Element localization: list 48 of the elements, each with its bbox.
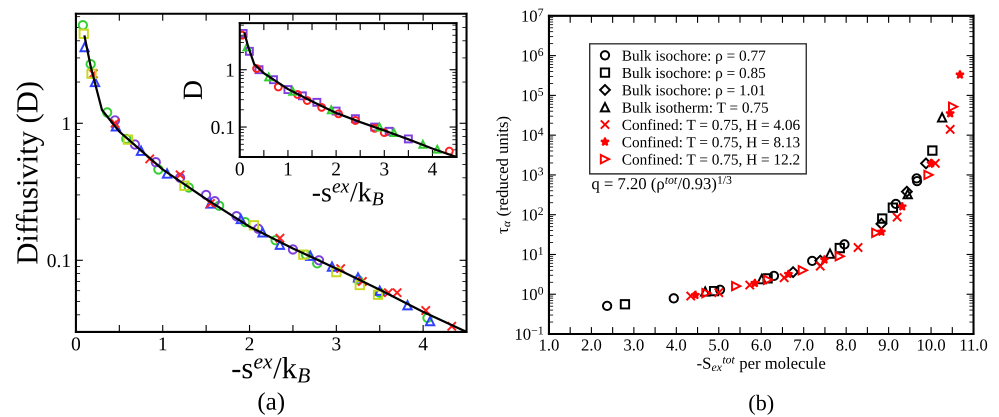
x-tick-label: 4 (418, 337, 428, 350)
x-tick-label: 1 (284, 162, 292, 176)
x-tick-label: 7.0 (794, 339, 814, 351)
x-tick-label: 4.0 (666, 339, 686, 351)
x-tick-label: 0 (236, 162, 244, 176)
y-axis-title: D (184, 81, 202, 100)
x-tick-label: 1.0 (540, 339, 559, 351)
annotation: q = 7.20 (ρ$^{tot}$/0.93)$^{1/3}$ (592, 176, 732, 193)
x-tick-label: 3 (380, 162, 388, 176)
x-tick-label: 9.0 (878, 339, 898, 351)
x-tick-label: 4 (428, 162, 438, 176)
y-tick-label: 10$^{3}$ (522, 168, 544, 181)
y-tick-label: 10$^{2}$ (522, 207, 543, 221)
legend-label: Bulk isochore: ρ = 1.01 (622, 84, 765, 99)
legend-label: Bulk isochore: ρ = 0.85 (622, 67, 766, 82)
y-tick-label: 10$^{4}$ (522, 128, 544, 141)
x-tick-label: 10.0 (918, 339, 946, 351)
legend-label: Confined: T = 0.75, H = 8.13 (622, 136, 800, 150)
y-tick-label: 0.1 (48, 254, 70, 268)
y-tick-label: 10$^{7}$ (522, 8, 544, 22)
legend-label: Confined: T = 0.75, H = 12.2 (622, 154, 800, 167)
x-tick-label: 6.0 (752, 339, 772, 351)
y-tick-label: 10$^{−1}$ (516, 326, 543, 340)
x-tick-label: 2.0 (582, 339, 602, 351)
y-tick-label: 10$^{1}$ (522, 247, 543, 260)
x-tick-label: 11.0 (960, 339, 988, 351)
x-axis-title: -s$^{ex}$/k$_{B}$ (312, 182, 384, 206)
x-axis-title: -S$_{ex}$$^{tot}$ per molecule (697, 356, 826, 372)
legend-label: Confined: T = 0.75, H = 4.06 (622, 119, 800, 132)
y-tick-label: 10$^{5}$ (522, 88, 544, 102)
y-axis-title: Diffusivity (D) (16, 82, 44, 264)
y-tick-label: 0.1 (211, 120, 234, 134)
x-tick-label: 3 (332, 337, 340, 350)
text: (a) (258, 392, 284, 415)
x-tick-label: 1 (160, 337, 166, 350)
legend-label: Bulk isochore: ρ = 0.77 (622, 50, 766, 64)
x-tick-label: 0 (72, 337, 80, 350)
text: (b) (749, 394, 774, 415)
y-tick-label: 10$^{0}$ (522, 286, 544, 300)
legend-label: Bulk isotherm: T = 0.75 (622, 102, 768, 113)
x-tick-label: 3.0 (624, 339, 644, 351)
x-tick-label: 5.0 (709, 339, 729, 351)
x-tick-label: 8.0 (836, 339, 856, 351)
x-tick-label: 2 (332, 162, 340, 176)
x-axis-title: -s$^{ex}$/k$_{B}$ (232, 357, 310, 382)
y-axis-title: τ$_{α}$ (reduced units) (496, 116, 512, 234)
x-tick-label: 2 (246, 337, 254, 350)
y-tick-label: 10$^{6}$ (522, 48, 544, 62)
